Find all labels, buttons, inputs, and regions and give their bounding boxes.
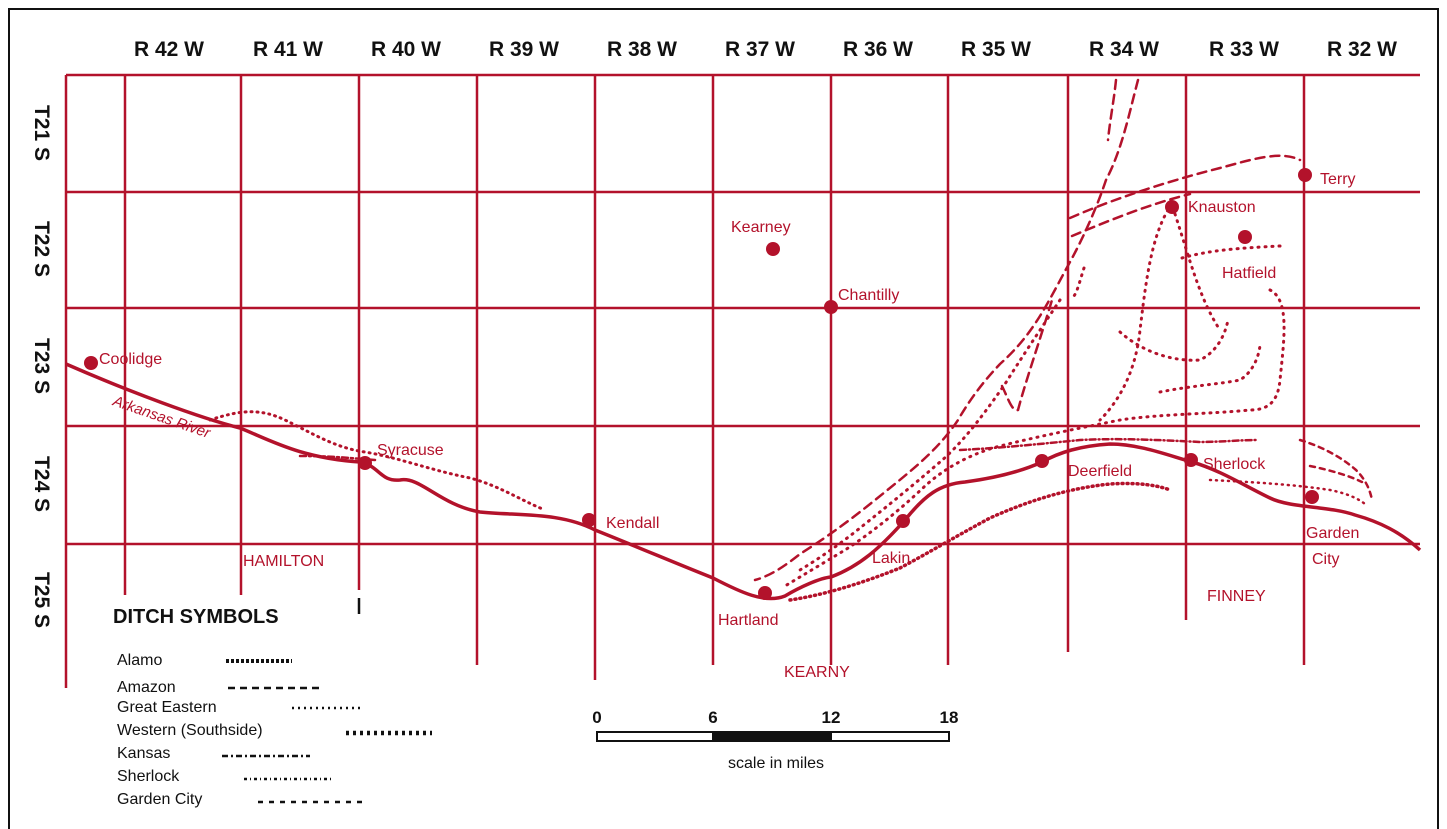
range-label: R 35 W [961, 38, 1031, 61]
town-label-garden-city-line2: City [1312, 551, 1340, 568]
town-label-coolidge: Coolidge [99, 351, 162, 368]
ditch-great-eastern-5 [1118, 318, 1230, 362]
ditch-sherlock [958, 437, 1260, 452]
ditch-western [788, 481, 1172, 602]
range-label: R 41 W [253, 38, 323, 61]
town-label-sherlock: Sherlock [1203, 456, 1266, 473]
county-label-kearny: KEARNY [784, 664, 850, 681]
scale-segment-2 [712, 731, 832, 742]
survey-grid [64, 73, 1420, 688]
ditch-alamo [208, 410, 547, 512]
legend-label-sherlock: Sherlock [117, 768, 180, 785]
scale-tick-label: 6 [708, 708, 717, 727]
range-label: R 37 W [725, 38, 795, 61]
township-label: T25 S [30, 572, 53, 628]
ditch-great-eastern-4 [1180, 244, 1282, 260]
ditch-amazon-2 [1106, 78, 1118, 142]
township-label: T24 S [30, 456, 53, 512]
range-labels: R 42 W R 41 W R 40 W R 39 W R 38 W R 37 … [134, 38, 1397, 61]
ditch-garden-city-2 [1208, 478, 1367, 506]
county-label-hamilton: HAMILTON [243, 553, 324, 570]
town-marker-kearney [766, 242, 780, 256]
range-label: R 42 W [134, 38, 204, 61]
range-label: R 40 W [371, 38, 441, 61]
town-marker-coolidge [84, 356, 98, 370]
town-label-deerfield: Deerfield [1068, 463, 1132, 480]
town-marker-garden-city [1305, 490, 1319, 504]
legend-title: DITCH SYMBOLS [113, 606, 279, 628]
town-marker-hartland [758, 586, 772, 600]
ditch-great-eastern-8 [798, 298, 1062, 572]
township-label: T22 S [30, 221, 53, 277]
legend-label-kansas: Kansas [117, 745, 170, 762]
town-marker-chantilly [824, 300, 838, 314]
town-marker-lakin [896, 514, 910, 528]
legend-label-great-eastern: Great Eastern [117, 699, 217, 716]
towns [84, 168, 1319, 600]
town-labels: Coolidge Syracuse Kendall Hartland Lakin… [99, 171, 1359, 629]
ditch-garden-city [1298, 438, 1374, 502]
scale-tick-label: 0 [592, 708, 601, 727]
ditch-legend: DITCH SYMBOLS Alamo Amazon Great Eastern… [113, 606, 432, 808]
town-label-hatfield: Hatfield [1222, 265, 1276, 282]
county-labels: HAMILTON KEARNY FINNEY [243, 553, 1266, 681]
township-label: T21 S [30, 105, 53, 161]
county-label-finney: FINNEY [1207, 588, 1266, 605]
range-label: R 32 W [1327, 38, 1397, 61]
ditch-amazon-4 [1070, 192, 1192, 238]
scale-segment-1 [596, 731, 714, 742]
ditch-great-eastern-3 [1173, 212, 1222, 332]
town-marker-sherlock [1184, 453, 1198, 467]
town-marker-knauston [1165, 200, 1179, 214]
town-label-garden-city-line1: Garden [1306, 525, 1359, 542]
town-marker-syracuse [358, 456, 372, 470]
town-label-knauston: Knauston [1188, 199, 1256, 216]
range-label: R 38 W [607, 38, 677, 61]
scale-tick-label: 18 [940, 708, 959, 727]
township-labels: T21 S T22 S T23 S T24 S T25 S [30, 105, 53, 628]
ditch-amazon-3 [1068, 154, 1302, 220]
township-label: T23 S [30, 338, 53, 394]
town-label-hartland: Hartland [718, 612, 778, 629]
ditch-great-eastern [783, 288, 1286, 588]
ditch-great-eastern-7 [1072, 266, 1086, 298]
legend-label-amazon: Amazon [117, 679, 176, 696]
legend-label-garden-city: Garden City [117, 791, 202, 808]
town-marker-deerfield [1035, 454, 1049, 468]
ditch-amazon [753, 78, 1140, 582]
town-label-kearney: Kearney [731, 219, 791, 236]
scale-bar: 0 6 12 18 scale in miles [592, 708, 958, 772]
ditch-amazon-5 [1000, 298, 1054, 412]
town-label-lakin: Lakin [872, 550, 910, 567]
town-label-kendall: Kendall [606, 515, 659, 532]
ditch-great-eastern-6 [1158, 342, 1262, 394]
map-frame [8, 8, 1439, 829]
range-label: R 36 W [843, 38, 913, 61]
ditch-great-eastern-2 [1098, 208, 1170, 422]
town-label-chantilly: Chantilly [838, 287, 899, 304]
scale-caption: scale in miles [728, 755, 824, 772]
range-label: R 34 W [1089, 38, 1159, 61]
ditch-kansas [298, 454, 377, 462]
town-marker-terry [1298, 168, 1312, 182]
legend-label-alamo: Alamo [117, 652, 162, 669]
town-label-terry: Terry [1320, 171, 1356, 188]
ditch-lines [208, 78, 1374, 602]
range-label: R 33 W [1209, 38, 1279, 61]
scale-segment-3 [830, 731, 950, 742]
town-label-syracuse: Syracuse [377, 442, 444, 459]
range-label: R 39 W [489, 38, 559, 61]
town-marker-hatfield [1238, 230, 1252, 244]
scale-tick-label: 12 [822, 708, 841, 727]
ditch-garden-city-3 [1308, 464, 1364, 484]
legend-label-western: Western (Southside) [117, 722, 263, 739]
town-marker-kendall [582, 513, 596, 527]
